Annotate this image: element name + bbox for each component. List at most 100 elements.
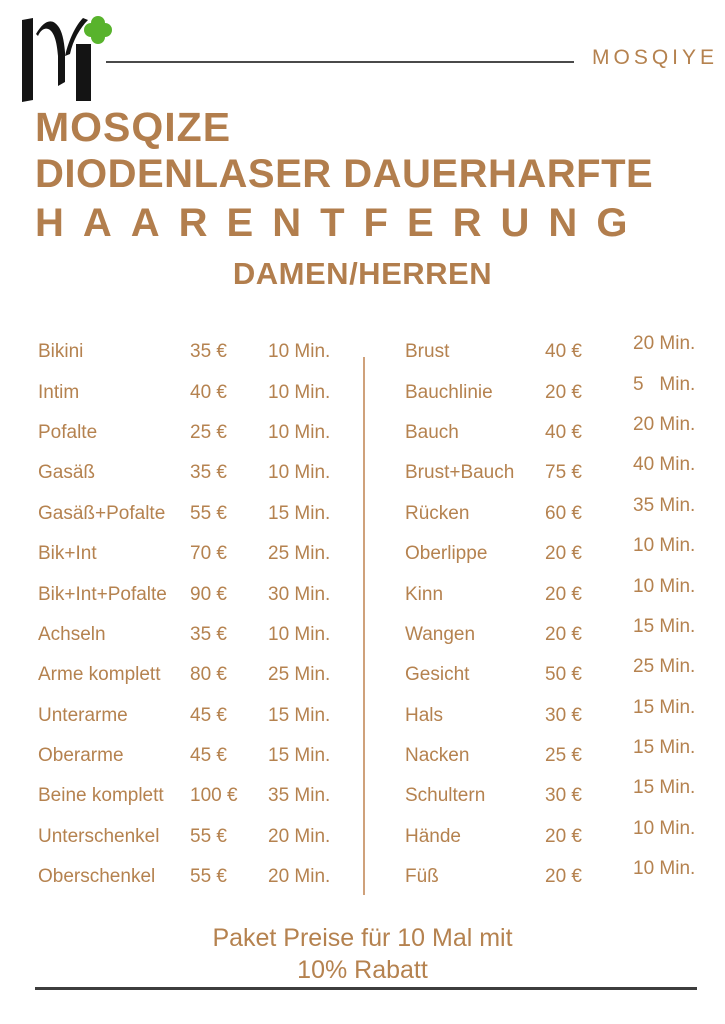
price-row-price: 35 € xyxy=(190,623,227,645)
price-row: Kinn 20 € 10 Min. xyxy=(405,574,705,614)
price-row-time: 5 Min. xyxy=(633,373,696,395)
price-row-price: 70 € xyxy=(190,543,227,565)
price-row-price: 50 € xyxy=(545,664,582,686)
price-row-time: 15 Min. xyxy=(633,737,696,759)
price-row-price: 20 € xyxy=(545,381,582,403)
price-row-price: 30 € xyxy=(545,704,582,726)
price-row: Gasäß+Pofalte 55 € 15 Min. xyxy=(38,494,348,534)
price-row: Schultern 30 € 15 Min. xyxy=(405,776,705,816)
price-row-time: 20 Min. xyxy=(268,825,331,847)
price-row-time: 25 Min. xyxy=(268,664,331,686)
price-row-name: Füß xyxy=(405,866,439,888)
price-row-name: Bik+Int+Pofalte xyxy=(38,583,167,605)
price-row: Hals 30 € 15 Min. xyxy=(405,696,705,736)
title-haarentferung-line: HAARENTFERUNG xyxy=(35,201,647,245)
price-row-name: Achseln xyxy=(38,623,106,645)
price-row-name: Gesicht xyxy=(405,664,470,686)
price-row-price: 20 € xyxy=(545,583,582,605)
price-row: Beine komplett 100 € 35 Min. xyxy=(38,776,348,816)
price-row-time: 10 Min. xyxy=(268,381,331,403)
brand-wordmark: MOSQIYE xyxy=(592,46,719,69)
price-row-price: 45 € xyxy=(190,745,227,767)
price-row-price: 55 € xyxy=(190,502,227,524)
price-row-price: 40 € xyxy=(190,381,227,403)
price-row-price: 45 € xyxy=(190,704,227,726)
price-row-name: Gasäß+Pofalte xyxy=(38,502,166,524)
price-row-price: 75 € xyxy=(545,462,582,484)
price-row: Arme komplett 80 € 25 Min. xyxy=(38,655,348,695)
price-row-time: 40 Min. xyxy=(633,454,696,476)
price-row-price: 40 € xyxy=(545,421,582,443)
price-row-price: 40 € xyxy=(545,341,582,363)
price-row-time: 25 Min. xyxy=(633,656,696,678)
price-row: Bik+Int+Pofalte 90 € 30 Min. xyxy=(38,574,348,614)
price-row-time: 10 Min. xyxy=(633,575,696,597)
price-row: Achseln 35 € 10 Min. xyxy=(38,615,348,655)
price-row-price: 20 € xyxy=(545,825,582,847)
price-row-name: Bauchlinie xyxy=(405,381,493,403)
price-list-right-column: Brust 40 €20 Min. Bauchlinie 20 €5 Min. Bauc… xyxy=(405,332,705,897)
price-row: Oberschenkel 55 € 20 Min. xyxy=(38,857,348,897)
price-row-price: 60 € xyxy=(545,502,582,524)
price-row-name: Kinn xyxy=(405,583,444,605)
price-row-name: Oberschenkel xyxy=(38,866,156,888)
price-row-time: 10 Min. xyxy=(633,817,696,839)
price-row-name: Pofalte xyxy=(38,421,98,443)
price-row-name: Oberarme xyxy=(38,745,124,767)
price-row-name: Wangen xyxy=(405,623,476,645)
price-row-name: Hände xyxy=(405,825,461,847)
price-row-price: 80 € xyxy=(190,664,227,686)
price-row-price: 55 € xyxy=(190,866,227,888)
mosqiye-m-clover-logo-icon xyxy=(16,12,120,104)
price-row-time: 30 Min. xyxy=(268,583,331,605)
price-row-time: 10 Min. xyxy=(268,462,331,484)
price-row-price: 35 € xyxy=(190,341,227,363)
title-brand-line: MOSQIZE xyxy=(35,104,232,150)
price-row-time: 15 Min. xyxy=(633,777,696,799)
header-divider-line xyxy=(106,61,574,63)
price-row-time: 15 Min. xyxy=(268,502,331,524)
price-row-price: 20 € xyxy=(545,623,582,645)
price-row-price: 30 € xyxy=(545,785,582,807)
price-row-time: 10 Min. xyxy=(268,421,331,443)
price-row-price: 90 € xyxy=(190,583,227,605)
price-row: Bikini 35 € 10 Min. xyxy=(38,332,348,372)
price-row-name: Bik+Int xyxy=(38,543,97,565)
package-offer-line2: 10% Rabatt xyxy=(297,956,428,984)
price-row-name: Oberlippe xyxy=(405,543,488,565)
price-row-price: 25 € xyxy=(190,421,227,443)
price-row: Brust+Bauch 75 € 40 Min. xyxy=(405,453,705,493)
price-row: Nacken 25 € 15 Min. xyxy=(405,736,705,776)
price-row: Unterschenkel 55 € 20 Min. xyxy=(38,817,348,857)
price-row-price: 100 € xyxy=(190,785,238,807)
price-row-name: Brust xyxy=(405,341,450,363)
price-row-name: Bauch xyxy=(405,421,459,443)
price-row-name: Schultern xyxy=(405,785,486,807)
title-damen-herren: DAMEN/HERREN xyxy=(232,256,493,291)
bottom-divider-line xyxy=(35,987,697,990)
price-row: Pofalte 25 € 10 Min. xyxy=(38,413,348,453)
price-row: Brust 40 € 20 Min. xyxy=(405,332,705,372)
price-row-time: 10 Min. xyxy=(633,858,696,880)
price-row: Füß 20 € 10 Min. xyxy=(405,857,705,897)
price-row-name: Unterschenkel xyxy=(38,825,160,847)
price-row-time: 15 Min. xyxy=(268,704,331,726)
price-row-name: Nacken xyxy=(405,745,470,767)
price-row-price: 20 € xyxy=(545,543,582,565)
price-row-name: Brust+Bauch xyxy=(405,462,515,484)
price-row-time: 10 Min. xyxy=(268,623,331,645)
price-row: Oberlippe 20 € 10 Min. xyxy=(405,534,705,574)
price-row: Bik+Int 70 € 25 Min. xyxy=(38,534,348,574)
green-clover-icon xyxy=(84,16,112,44)
price-row-name: Intim xyxy=(38,381,80,403)
price-row-name: Arme komplett xyxy=(38,664,161,686)
package-offer-line1: Paket Preise für 10 Mal mit xyxy=(212,924,513,952)
price-row-name: Gasäß xyxy=(38,462,96,484)
price-row: Bauch 40 € 20 Min. xyxy=(405,413,705,453)
price-row-time: 15 Min. xyxy=(633,615,696,637)
column-divider-line xyxy=(363,357,365,895)
price-row-name: Beine komplett xyxy=(38,785,164,807)
price-row: Gesicht 50 € 25 Min. xyxy=(405,655,705,695)
price-row-name: Hals xyxy=(405,704,444,726)
